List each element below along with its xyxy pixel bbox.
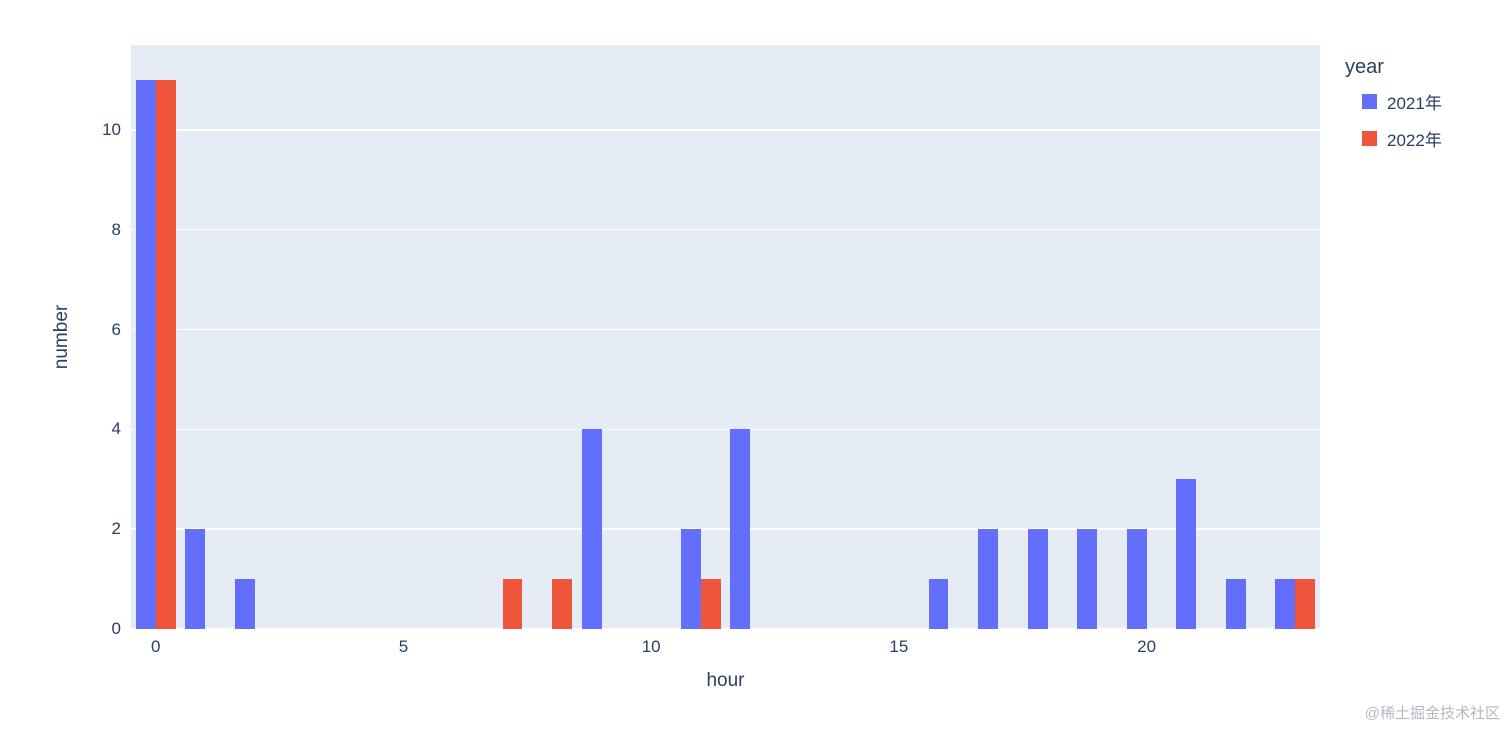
legend-label-2022: 2022年 <box>1387 131 1442 150</box>
bar-series0-hour0[interactable] <box>135 79 156 629</box>
gridline <box>131 528 1320 530</box>
bar-series0-hour1[interactable] <box>185 529 206 629</box>
x-tick-label: 20 <box>1137 637 1157 656</box>
bar-series1-hour8[interactable] <box>552 579 572 629</box>
x-tick-label: 10 <box>641 637 661 656</box>
bar-series0-hour22[interactable] <box>1225 579 1246 629</box>
gridline <box>131 228 1320 231</box>
legend-swatch-2022-icon <box>1362 131 1377 146</box>
bar-series0-hour20[interactable] <box>1126 529 1147 629</box>
y-tick-label: 8 <box>111 219 121 239</box>
legend-title: year <box>1345 56 1384 78</box>
x-axis-title: hour <box>706 670 745 691</box>
bar-series0-hour18[interactable] <box>1027 529 1048 629</box>
bar-series0-hour2[interactable] <box>235 579 255 629</box>
watermark: @稀土掘金技术社区 <box>1364 705 1500 722</box>
legend-item-2022[interactable]: 2022年 <box>1345 126 1442 151</box>
bar-series0-hour16[interactable] <box>928 579 949 629</box>
gridline <box>131 328 1320 331</box>
bar-series1-hour0[interactable] <box>155 79 176 629</box>
gridline <box>131 428 1320 431</box>
gridline <box>131 627 1320 629</box>
legend-item-2021[interactable]: 2021年 <box>1345 89 1442 114</box>
bar-series0-hour12[interactable] <box>730 429 751 629</box>
bar-series0-hour23[interactable] <box>1275 579 1296 629</box>
bar-series0-hour9[interactable] <box>581 429 602 629</box>
y-tick-label: 2 <box>111 519 121 539</box>
bar-series0-hour17[interactable] <box>978 529 998 629</box>
y-axis-title: number <box>51 304 72 370</box>
y-tick-label: 6 <box>111 319 121 339</box>
legend-label-2021: 2021年 <box>1387 94 1442 113</box>
y-tick-label: 10 <box>102 119 121 139</box>
legend-swatch-2021-icon <box>1362 94 1377 109</box>
bar-series1-hour23[interactable] <box>1295 579 1316 629</box>
x-tick-label: 15 <box>889 637 909 656</box>
bar-series1-hour7[interactable] <box>502 579 523 629</box>
x-tick-label: 0 <box>151 637 161 656</box>
bar-series0-hour11[interactable] <box>680 529 701 629</box>
y-tick-label: 4 <box>111 419 121 439</box>
y-tick-label: 0 <box>111 619 121 638</box>
gridline <box>131 129 1320 131</box>
bar-series0-hour21[interactable] <box>1176 479 1197 629</box>
x-tick-label: 5 <box>398 637 409 656</box>
plot-area[interactable] <box>131 45 1320 629</box>
legend: year 2021年 2022年 <box>1345 56 1442 163</box>
bar-series0-hour19[interactable] <box>1077 529 1098 629</box>
bar-series1-hour11[interactable] <box>700 579 721 629</box>
